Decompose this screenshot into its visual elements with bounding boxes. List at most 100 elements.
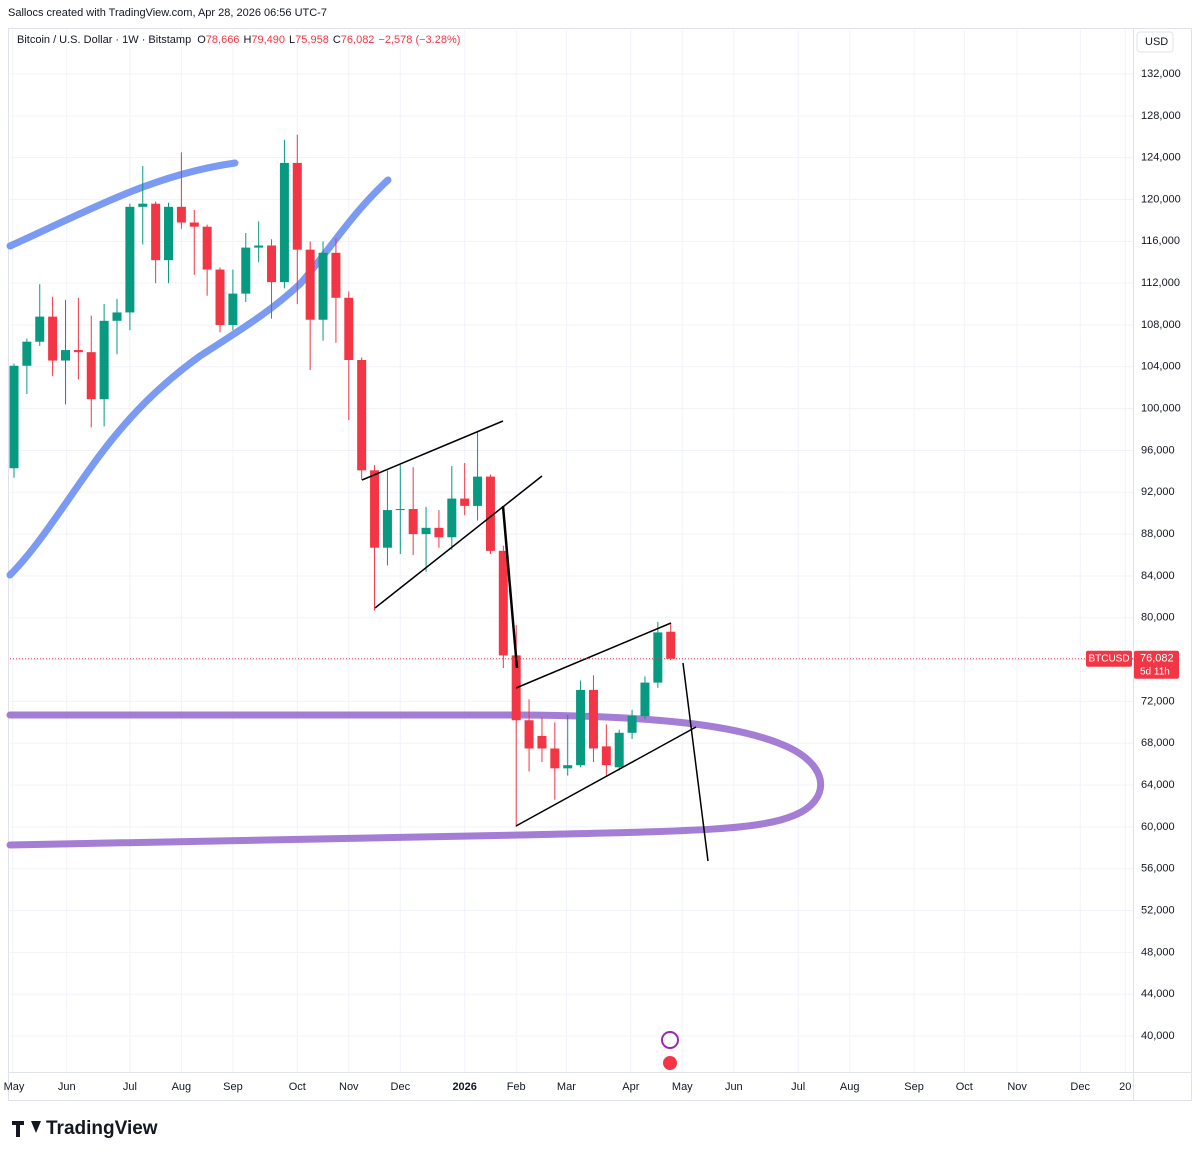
candle-body — [382, 510, 392, 548]
candle-body — [228, 293, 238, 325]
x-tick-label: May — [672, 1081, 693, 1093]
y-tick-label: 132,000 — [1141, 68, 1181, 80]
candle-body — [35, 316, 45, 342]
candle-body — [267, 245, 277, 283]
candle-body — [202, 226, 212, 270]
candle-body — [112, 312, 122, 321]
y-tick-label: 84,000 — [1141, 570, 1175, 582]
trendlines — [361, 420, 709, 862]
candle-body — [241, 247, 251, 294]
candle-body — [395, 509, 405, 511]
frame — [8, 28, 1192, 1101]
y-tick-label: 124,000 — [1141, 152, 1181, 164]
candle-body — [357, 360, 367, 471]
trendline — [682, 662, 709, 862]
trendline — [501, 505, 519, 669]
credit: Sallocs created with TradingView.com, Ap… — [8, 7, 327, 19]
y-tick-label: 44,000 — [1141, 988, 1175, 1000]
currency-box — [1136, 31, 1174, 53]
candle-body — [614, 732, 624, 768]
candle-body — [408, 509, 418, 535]
candle-body — [99, 320, 109, 400]
candle-body — [164, 206, 174, 261]
x-tick-label: Aug — [172, 1081, 192, 1093]
x-tick-label: Oct — [956, 1081, 973, 1093]
trendline — [361, 420, 504, 481]
legend-key: L — [289, 34, 295, 46]
symbol-tag-text: BTCUSD — [1088, 653, 1129, 664]
candle-body — [550, 748, 560, 769]
trendline — [515, 622, 672, 689]
candle-body — [666, 631, 676, 659]
candle-body — [601, 746, 611, 766]
candle-body — [588, 689, 598, 749]
y-tick-label: 116,000 — [1141, 235, 1180, 247]
logo-text: TradingView — [46, 1118, 158, 1139]
candle-body — [653, 632, 663, 683]
y-tick-label: 96,000 — [1141, 444, 1175, 456]
candles — [9, 134, 676, 827]
x-tick-label: 2026 — [452, 1081, 476, 1093]
legend-ohlc: O78,666 H79,490 L75,958 C76,082 — [197, 34, 374, 46]
y-tick-label: 56,000 — [1141, 863, 1175, 875]
legend-value: 78,666 — [206, 34, 240, 46]
trendline — [515, 726, 697, 827]
legend-symbol: Bitcoin / U.S. Dollar · 1W · Bitstamp — [17, 34, 191, 46]
countdown: 5d 11h — [1140, 666, 1170, 677]
x-tick-label: Sep — [223, 1081, 243, 1093]
candle-body — [524, 720, 534, 749]
candle-body — [254, 245, 264, 248]
x-tick-label: 20 — [1119, 1081, 1131, 1093]
candle-body — [9, 365, 19, 469]
x-tick-label: Nov — [339, 1081, 359, 1093]
currency: USD — [1145, 36, 1168, 48]
candle-body — [498, 550, 508, 656]
candle-body — [318, 252, 328, 320]
x-tick-label: Sep — [904, 1081, 924, 1093]
y-tick-label: 108,000 — [1141, 319, 1181, 331]
x-tick-label: Dec — [1070, 1081, 1090, 1093]
x-tick-label: Mar — [557, 1081, 576, 1093]
event-icon — [661, 1054, 679, 1072]
candle-body — [215, 269, 225, 325]
candle-body — [627, 716, 637, 733]
trendline — [374, 475, 543, 609]
candle-body — [292, 162, 302, 250]
candle-body — [447, 498, 457, 538]
y-tick-label: 104,000 — [1141, 361, 1181, 373]
legend-key: C — [333, 34, 341, 46]
x-tick-label: Nov — [1007, 1081, 1027, 1093]
y-tick-label: 112,000 — [1141, 277, 1180, 289]
candle-body — [640, 682, 650, 717]
candle-body — [473, 476, 483, 506]
candle-body — [60, 350, 70, 361]
y-tick-label: 80,000 — [1141, 612, 1175, 624]
y-tick-label: 120,000 — [1141, 193, 1181, 205]
x-tick-label: Jun — [725, 1081, 743, 1093]
candle-body — [331, 252, 341, 298]
candle-body — [344, 297, 354, 361]
logo-mark — [12, 1121, 41, 1137]
legend-key: H — [243, 34, 251, 46]
y-tick-label: 72,000 — [1141, 695, 1175, 707]
legend-value: 79,490 — [251, 34, 285, 46]
event-icon — [661, 1031, 679, 1049]
x-tick-label: Aug — [840, 1081, 860, 1093]
x-tick-label: Oct — [289, 1081, 306, 1093]
candle-body — [537, 735, 547, 749]
y-tick-label: 52,000 — [1141, 904, 1175, 916]
candle-body — [73, 350, 83, 353]
candle-body — [189, 222, 199, 227]
candle-body — [48, 316, 58, 361]
legend-key: O — [197, 34, 206, 46]
y-tick-label: 92,000 — [1141, 486, 1175, 498]
logo: TradingView — [12, 1118, 158, 1139]
legend-value: 75,958 — [295, 34, 329, 46]
candle-body — [125, 206, 135, 313]
price-tag-text: 76,082 — [1140, 653, 1174, 665]
candle-body — [138, 203, 148, 207]
candle-body — [421, 527, 431, 535]
y-tick-label: 64,000 — [1141, 779, 1175, 791]
